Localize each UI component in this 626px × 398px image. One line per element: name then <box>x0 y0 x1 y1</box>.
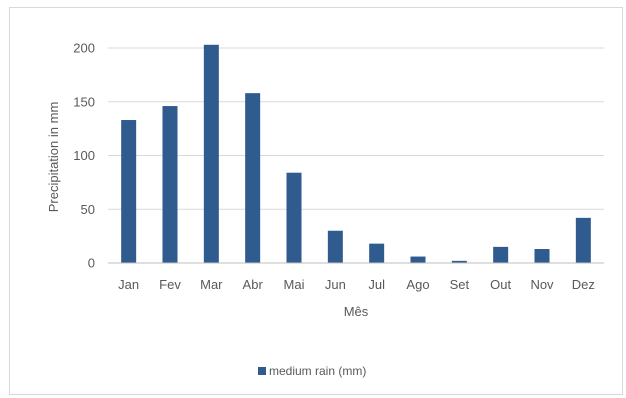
chart-area <box>9 7 623 395</box>
bar-out <box>493 246 509 263</box>
x-tick-label: Out <box>490 277 511 292</box>
y-tick-label: 50 <box>81 202 95 217</box>
bar-ago <box>410 256 426 263</box>
gridlines <box>108 47 604 210</box>
y-tick-label: 100 <box>73 148 95 163</box>
x-tick-label: Nov <box>530 277 554 292</box>
bars <box>121 44 591 264</box>
x-tick-label: Mai <box>284 277 305 292</box>
y-tick-label: 150 <box>73 94 95 109</box>
bar-jun <box>327 230 343 263</box>
x-tick-label: Mar <box>200 277 223 292</box>
legend: medium rain (mm) <box>258 364 366 378</box>
legend-label: medium rain (mm) <box>269 364 366 378</box>
x-axis-label: Mês <box>344 304 369 319</box>
x-tick-label: Ago <box>406 277 429 292</box>
bar-set <box>451 260 467 263</box>
bar-fev <box>162 106 178 263</box>
x-tick-label: Set <box>450 277 470 292</box>
bar-jul <box>369 243 385 263</box>
y-tick-label: 0 <box>88 256 95 271</box>
x-tick-label: Dez <box>572 277 595 292</box>
y-tick-labels: 0 50 100 150 200 <box>73 41 95 271</box>
x-tick-label: Fev <box>159 277 181 292</box>
x-tick-labels: Jan Fev Mar Abr Mai Jun Jul Ago Set Out Nov Dez <box>118 277 595 292</box>
bar-mai <box>286 172 302 263</box>
y-tick-label: 200 <box>73 41 95 56</box>
bar-nov <box>534 249 550 263</box>
y-axis-label: Precipitation in mm <box>46 102 61 213</box>
bar-dez <box>575 217 591 263</box>
bar-jan <box>121 120 137 264</box>
bar-abr <box>245 93 261 264</box>
bar-mar <box>203 44 219 264</box>
legend-swatch <box>258 367 266 375</box>
x-tick-label: Jul <box>368 277 385 292</box>
x-tick-label: Jan <box>118 277 139 292</box>
x-tick-label: Jun <box>325 277 346 292</box>
x-tick-label: Abr <box>243 277 264 292</box>
